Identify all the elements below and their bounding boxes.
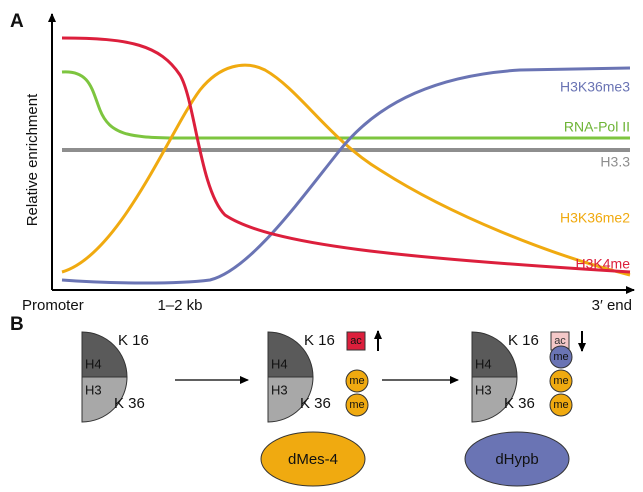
me-label: me xyxy=(553,375,568,387)
panel-b: B H4 H3 K 16 K 36 H4 H3 K 16 K 36 ac me me dMes-4 H4… xyxy=(10,314,582,486)
ac-label: ac xyxy=(350,335,362,347)
h3-label: H3 xyxy=(475,382,492,397)
curve-label: H3K36me3 xyxy=(560,79,630,95)
enzyme-label: dMes-4 xyxy=(288,451,338,468)
y-axis-label: Relative enrichment xyxy=(24,93,41,226)
curve-label: RNA-Pol II xyxy=(564,119,630,135)
h4-label: H4 xyxy=(85,356,102,371)
panel-label: B xyxy=(10,314,24,335)
me-label: me xyxy=(349,399,364,411)
k16-label: K 16 xyxy=(304,332,335,349)
curve-h3k4me xyxy=(62,38,630,272)
k16-label: K 16 xyxy=(118,332,149,349)
curve-label: H3.3 xyxy=(600,154,630,170)
curve-h3k36me3 xyxy=(62,68,630,283)
x-label: 3′ end xyxy=(592,297,632,314)
me-label: me xyxy=(553,399,568,411)
k36-label: K 36 xyxy=(114,395,145,412)
ac-label: ac xyxy=(554,335,566,347)
curve-label: H3K36me2 xyxy=(560,210,630,226)
h4-label: H4 xyxy=(475,356,492,371)
enzyme-label: dHypb xyxy=(495,451,538,468)
panel-a: A Relative enrichment Promoter 1–2 kb 3′… xyxy=(10,11,634,314)
h3-label: H3 xyxy=(85,382,102,397)
h4-label: H4 xyxy=(271,356,288,371)
curve-label: H3K4me xyxy=(576,256,631,272)
panel-label: A xyxy=(10,11,24,32)
k36-label: K 36 xyxy=(504,395,535,412)
k16-label: K 16 xyxy=(508,332,539,349)
x-label: Promoter xyxy=(22,297,84,314)
curve-rnapol2 xyxy=(62,72,630,138)
me-label: me xyxy=(553,351,568,363)
curve-h3k36me2 xyxy=(62,65,630,275)
x-label: 1–2 kb xyxy=(157,297,202,314)
k36-label: K 36 xyxy=(300,395,331,412)
figure: A Relative enrichment Promoter 1–2 kb 3′… xyxy=(0,0,643,492)
me-label: me xyxy=(349,375,364,387)
h3-label: H3 xyxy=(271,382,288,397)
